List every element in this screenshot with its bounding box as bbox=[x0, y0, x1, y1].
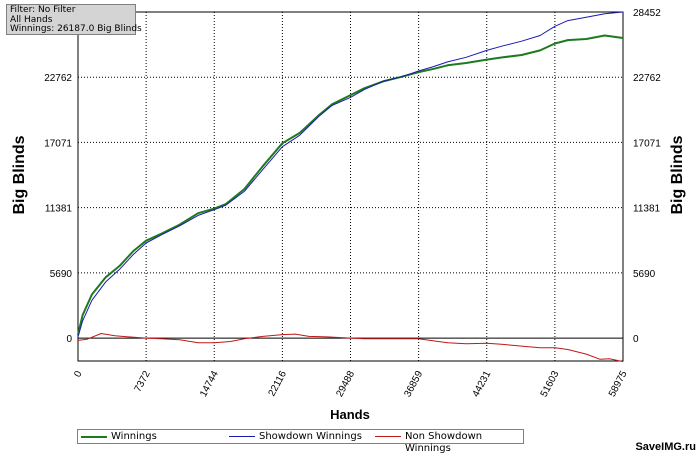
winnings-summary: Winnings: 26187.0 Big Blinds bbox=[10, 24, 142, 35]
y-tick-label-right: 17071 bbox=[633, 138, 661, 149]
legend-swatch-non-showdown bbox=[375, 436, 401, 437]
x-tick-label: 14744 bbox=[198, 369, 221, 399]
y-tick-label-left: 17071 bbox=[44, 138, 72, 149]
x-axis-label: Hands bbox=[330, 407, 370, 422]
y-tick-label-left: 5690 bbox=[50, 269, 73, 280]
grid bbox=[78, 12, 623, 361]
x-tick-label: 51603 bbox=[539, 369, 562, 399]
y-tick-label-right: 0 bbox=[633, 334, 639, 345]
plot-border bbox=[77, 11, 624, 362]
filter-info-box: Filter: No Filter All Hands Winnings: 26… bbox=[6, 4, 142, 35]
legend: Winnings Showdown Winnings Non Showdown … bbox=[77, 429, 524, 454]
x-tick-label: 36859 bbox=[403, 369, 426, 399]
series-line-winnings bbox=[77, 34, 624, 335]
x-tick-label: 22116 bbox=[267, 369, 290, 398]
watermark: SaveIMG.ru bbox=[635, 441, 696, 453]
series-layer bbox=[77, 11, 624, 363]
y-axis-label-right: Big Blinds bbox=[669, 135, 686, 214]
y-tick-label-right: 11381 bbox=[633, 204, 661, 215]
y-tick-label-right: 28452 bbox=[633, 8, 661, 19]
x-tick-label: 0 bbox=[72, 369, 85, 379]
filter-label: Filter: No Filter bbox=[10, 5, 76, 15]
x-tick-label: 7372 bbox=[133, 369, 153, 394]
legend-swatch-showdown bbox=[229, 436, 255, 437]
x-axis: 0 7372 14744 22116 29488 36859 44231 51603 58975 bbox=[72, 369, 630, 399]
y-axis-label-left: Big Blinds bbox=[11, 135, 28, 214]
legend-swatch-winnings bbox=[81, 436, 107, 438]
y-axis-right: 0 5690 11381 17071 22762 28452 bbox=[633, 8, 661, 345]
legend-winnings: Winnings bbox=[111, 431, 157, 442]
x-tick-label: 44231 bbox=[471, 369, 494, 399]
x-tick-label: 29488 bbox=[334, 369, 357, 399]
legend-showdown: Showdown Winnings bbox=[259, 431, 362, 442]
y-tick-label-right: 5690 bbox=[633, 269, 656, 280]
x-tick-label: 58975 bbox=[607, 369, 630, 399]
y-tick-label-left: 11381 bbox=[45, 204, 73, 215]
y-tick-label-right: 22762 bbox=[633, 73, 661, 84]
legend-non-showdown: Non Showdown Winnings bbox=[405, 431, 483, 454]
y-tick-label-left: 0 bbox=[66, 334, 72, 345]
hands-filter-label: All Hands bbox=[10, 14, 53, 25]
series-line-non-showdown-winnings bbox=[77, 333, 624, 363]
series-line-showdown-winnings bbox=[77, 11, 624, 338]
y-tick-label-left: 22762 bbox=[44, 73, 72, 84]
